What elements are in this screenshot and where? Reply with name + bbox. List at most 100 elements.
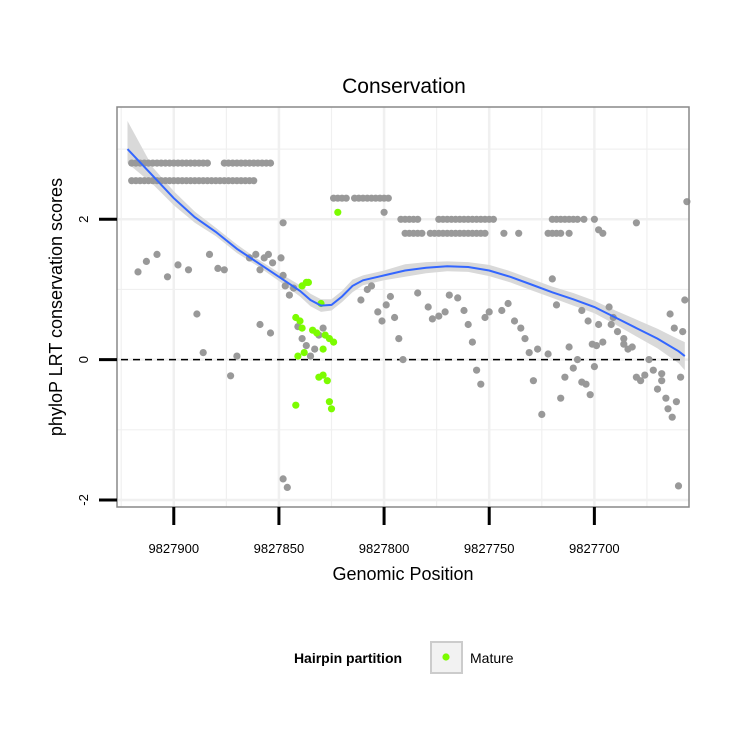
point-mature (298, 324, 306, 332)
point-other (357, 296, 365, 304)
point-other (468, 338, 476, 346)
point-other (298, 335, 306, 343)
point-other (382, 301, 390, 309)
point-other (582, 380, 590, 388)
point-other (658, 377, 666, 385)
point-other (504, 299, 512, 308)
point-other (250, 177, 258, 185)
point-other (445, 291, 453, 299)
y-axis-title: phyloP LRT conservation scores (46, 178, 66, 436)
point-other (584, 317, 592, 325)
point-other (306, 352, 315, 360)
point-mature (319, 345, 327, 353)
point-other (342, 194, 350, 202)
point-other (256, 320, 264, 329)
point-other (399, 356, 407, 364)
point-other (595, 320, 603, 329)
point-mature (304, 278, 312, 286)
point-other (302, 342, 310, 350)
point-other (569, 364, 577, 372)
point-other (266, 159, 275, 167)
point-other (641, 371, 649, 379)
point-other (515, 229, 523, 237)
point-other (193, 310, 201, 318)
point-other (672, 398, 681, 406)
point-other (662, 394, 670, 402)
point-other (681, 296, 689, 304)
point-other (664, 405, 672, 413)
point-other (269, 259, 277, 267)
point-other (552, 301, 561, 309)
point-other (203, 159, 211, 167)
point-other (414, 289, 422, 297)
point-other (279, 219, 287, 227)
point-other (435, 312, 443, 320)
x-axis-ticks: 9827900 9827850 9827800 9827750 9827700 (148, 507, 620, 556)
point-other (374, 308, 382, 316)
point-other (565, 229, 573, 237)
point-other (573, 356, 582, 364)
point-other (153, 250, 161, 258)
legend-title: Hairpin partition (294, 650, 402, 666)
point-other (391, 313, 399, 322)
point-other (590, 215, 599, 223)
point-other (134, 268, 142, 276)
point-other (544, 350, 552, 358)
point-other (477, 380, 485, 388)
point-other (279, 271, 287, 279)
point-other (607, 320, 615, 329)
point-other (311, 345, 319, 353)
point-other (485, 308, 493, 316)
point-other (628, 343, 636, 351)
point-other (649, 366, 657, 374)
point-other (441, 308, 449, 316)
point-other (548, 275, 556, 283)
point-other (454, 294, 462, 302)
point-other (142, 257, 150, 265)
point-other (386, 292, 394, 301)
point-other (264, 250, 272, 258)
point-other (380, 208, 388, 216)
point-other (184, 266, 193, 274)
point-other (256, 266, 264, 274)
point-other (565, 343, 573, 351)
point-other (481, 229, 489, 237)
point-other (481, 313, 489, 322)
point-mature (315, 373, 323, 381)
point-other (220, 266, 228, 274)
point-other (252, 250, 260, 258)
point-other (174, 261, 182, 269)
point-other (538, 410, 546, 418)
point-other (395, 335, 403, 343)
point-other (658, 370, 666, 378)
point-other (424, 303, 432, 311)
point-other (498, 306, 506, 315)
point-other (473, 366, 481, 374)
point-mature (334, 208, 342, 216)
point-other (227, 372, 235, 380)
point-other (285, 291, 293, 299)
point-other (199, 349, 207, 357)
point-other (378, 317, 386, 325)
point-other (645, 356, 653, 364)
point-other (214, 264, 222, 272)
legend-key-mature-point (442, 653, 450, 661)
smooth-line (126, 148, 686, 357)
point-other (613, 328, 622, 336)
point-other (620, 335, 628, 343)
point-other (521, 335, 529, 343)
point-other (418, 229, 426, 237)
point-other (679, 328, 687, 336)
x-tick-label: 9827700 (569, 541, 620, 556)
y-axis-ticks: -2 0 2 (76, 216, 117, 506)
point-other (620, 340, 628, 348)
x-axis-title: Genomic Position (332, 564, 473, 584)
point-other (573, 215, 582, 223)
y-tick-label: -2 (76, 494, 91, 506)
point-other (279, 475, 287, 483)
point-other (677, 373, 685, 381)
point-other (674, 482, 683, 490)
point-other (277, 254, 285, 262)
point-mature (296, 317, 304, 325)
